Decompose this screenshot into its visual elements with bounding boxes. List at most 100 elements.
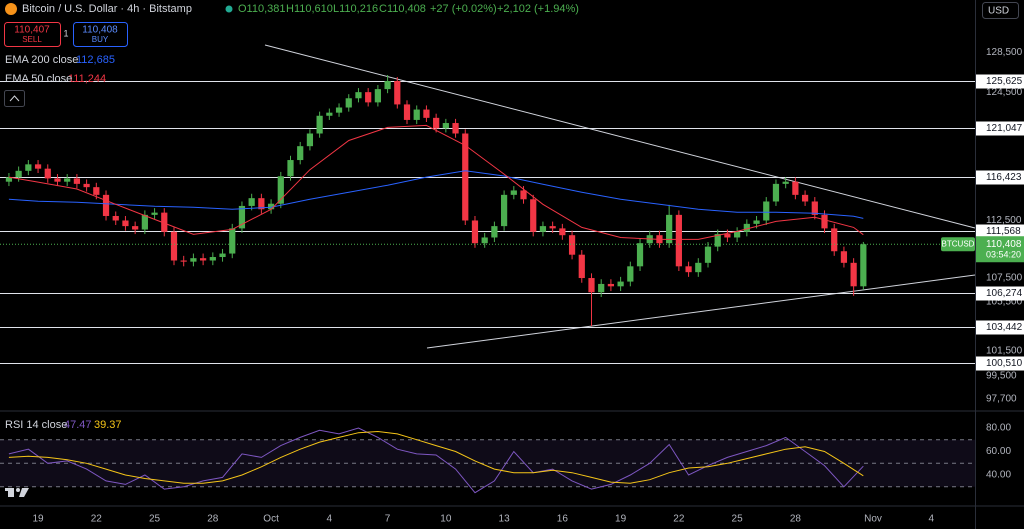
candle-body (559, 228, 566, 236)
candle-body (151, 212, 158, 215)
candle-body (763, 201, 770, 221)
candle-body (850, 262, 857, 287)
y-tick-label: 124,500 (986, 87, 1023, 98)
collapse-button[interactable] (4, 90, 25, 107)
change-since: +2,102 (+1.94%) (497, 3, 579, 15)
candle-body (792, 181, 799, 195)
candle-body (704, 246, 712, 263)
candle-body (112, 215, 119, 221)
candle-body (617, 281, 624, 287)
level-label-box (976, 320, 1024, 335)
trend-line[interactable] (264, 44, 976, 229)
legend-value: 47.47 (64, 419, 92, 431)
candle-body (413, 109, 420, 120)
candle-body (141, 214, 148, 230)
candle-body (122, 220, 129, 227)
candle-body (15, 170, 22, 178)
candle-body (636, 243, 644, 267)
candle-body (530, 199, 537, 232)
candle-body (695, 262, 702, 273)
candle-body (685, 266, 692, 273)
candle-body (394, 81, 401, 105)
level-label: 103,442 (986, 322, 1023, 333)
candle-body (481, 237, 488, 244)
sell-button[interactable] (4, 22, 61, 47)
candle-body (374, 89, 381, 103)
ohlc-open: O110,381 (238, 3, 286, 15)
candle-body (452, 123, 459, 134)
x-tick-label: 22 (91, 514, 103, 525)
candle-body (297, 146, 304, 161)
candle-body (666, 214, 673, 244)
currency-button[interactable] (982, 2, 1019, 19)
change: +27 (+0.02%) (430, 3, 497, 15)
buy-label: BUY (92, 35, 109, 44)
x-tick-label: 16 (557, 514, 569, 525)
candle-body (365, 92, 372, 103)
candle-body (5, 177, 13, 182)
candle-body (248, 198, 255, 206)
y-tick-label: 107,500 (986, 273, 1023, 284)
candle-body (840, 251, 848, 263)
currency: USD (988, 6, 1009, 17)
ohlc-high: H110,610 (286, 3, 333, 15)
candle-body (190, 258, 197, 262)
candle-body (588, 278, 595, 293)
y-tick-label: 40.00 (986, 470, 1011, 481)
x-tick-label: 19 (32, 514, 44, 525)
trend-line[interactable] (426, 274, 976, 349)
sell-label: SELL (22, 35, 42, 44)
y-tick-label: 80.00 (986, 423, 1011, 434)
legend-value: 112,685 (76, 54, 115, 66)
candle-body (238, 205, 246, 229)
candle-body (345, 98, 352, 108)
candle-body (607, 283, 615, 287)
candle-body (433, 117, 440, 129)
candle-body (180, 260, 187, 262)
candle-body (491, 226, 498, 238)
level-label-box (976, 286, 1024, 301)
x-tick-label: 25 (732, 514, 744, 525)
candle-body (510, 190, 517, 195)
symbol-title[interactable]: Bitcoin / U.S. Dollar · 4h · Bitstamp (22, 3, 192, 15)
legend-name: EMA 200 close (5, 54, 78, 66)
x-tick-label: 28 (790, 514, 802, 525)
candle-body (73, 178, 81, 184)
level-label: 116,423 (986, 172, 1022, 183)
candle-body (520, 190, 527, 200)
x-tick-label: 4 (327, 514, 333, 525)
ema-line (8, 170, 864, 219)
logo (5, 488, 29, 497)
candle-body (743, 223, 750, 232)
level-label: 106,274 (986, 288, 1023, 299)
candle-body (403, 104, 411, 120)
candle-body (170, 231, 178, 261)
x-tick-label: 10 (440, 514, 452, 525)
candle-body (209, 257, 216, 261)
x-tick-label: 4 (929, 514, 935, 525)
y-tick-label: 99,500 (986, 371, 1017, 382)
candle-body (326, 112, 333, 116)
candle-body (782, 181, 789, 184)
candle-body (568, 235, 576, 255)
sell-price: 110,407 (14, 25, 50, 36)
candle-body (25, 164, 32, 171)
candle-body (860, 244, 867, 287)
symbol-icon (5, 3, 17, 15)
candle-body (821, 214, 828, 229)
x-tick-label: Nov (864, 514, 882, 525)
candle-body (258, 198, 265, 210)
level-label-box (976, 121, 1024, 136)
candle-body (539, 226, 547, 232)
buy-button[interactable] (73, 22, 128, 47)
candle-body (500, 194, 508, 227)
level-label: 121,047 (986, 123, 1023, 134)
last-price-label: 110,408 (986, 239, 1022, 250)
candle-body (831, 228, 838, 252)
candle-body (772, 183, 780, 202)
candle-body (384, 81, 391, 90)
candle-body (200, 258, 207, 261)
candle-body (44, 168, 51, 179)
candle-body (734, 231, 741, 238)
level-label-box (976, 356, 1024, 371)
